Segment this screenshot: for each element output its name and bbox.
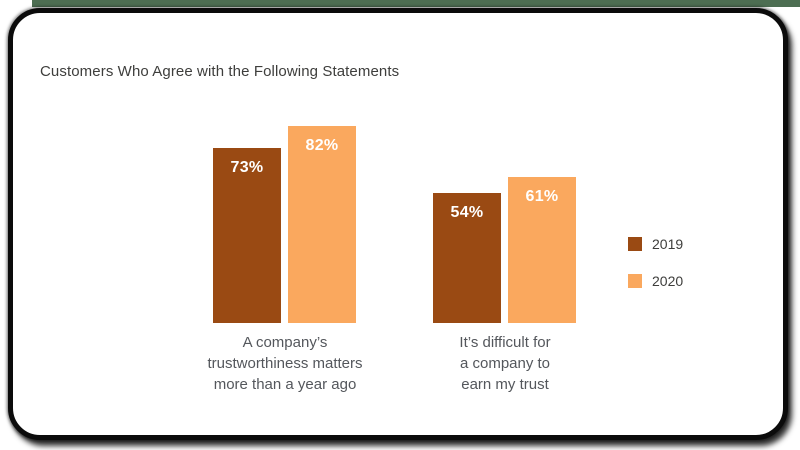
bar-2020-category-1: 82% xyxy=(288,126,356,323)
legend: 2019 2020 xyxy=(628,236,683,310)
top-edge-strip xyxy=(32,0,800,7)
bar-value-label: 61% xyxy=(525,188,559,205)
legend-item-2020: 2020 xyxy=(628,273,683,289)
bar-value-label: 54% xyxy=(450,204,484,221)
bar-2019-category-2: 54% xyxy=(433,193,501,323)
bar-2020-category-2: 61% xyxy=(508,177,576,323)
bar-value-label: 82% xyxy=(305,137,339,154)
category-label-1: A company’s trustworthiness matters more t… xyxy=(207,334,363,393)
legend-item-2019: 2019 xyxy=(628,236,683,252)
bar-2019-category-1: 73% xyxy=(213,148,281,323)
bar-value-label: 73% xyxy=(230,159,264,176)
legend-label-2020: 2020 xyxy=(652,273,684,289)
legend-swatch-2020 xyxy=(628,274,642,288)
chart-title: Customers Who Agree with the Following S… xyxy=(40,63,400,80)
legend-swatch-2019 xyxy=(628,237,642,251)
bar-chart: 73% 82% A company’s trustworthiness matters… xyxy=(13,13,783,435)
bar-group-2: 54% 61% xyxy=(433,177,576,323)
chart-card: Customers Who Agree with the Following S… xyxy=(8,8,788,440)
chart-card-inner: Customers Who Agree with the Following S… xyxy=(13,13,783,435)
bar-group-1: 73% 82% xyxy=(213,126,356,323)
legend-label-2019: 2019 xyxy=(652,236,684,252)
category-label-2: It’s difficult for a company to earn my tr… xyxy=(459,334,551,393)
